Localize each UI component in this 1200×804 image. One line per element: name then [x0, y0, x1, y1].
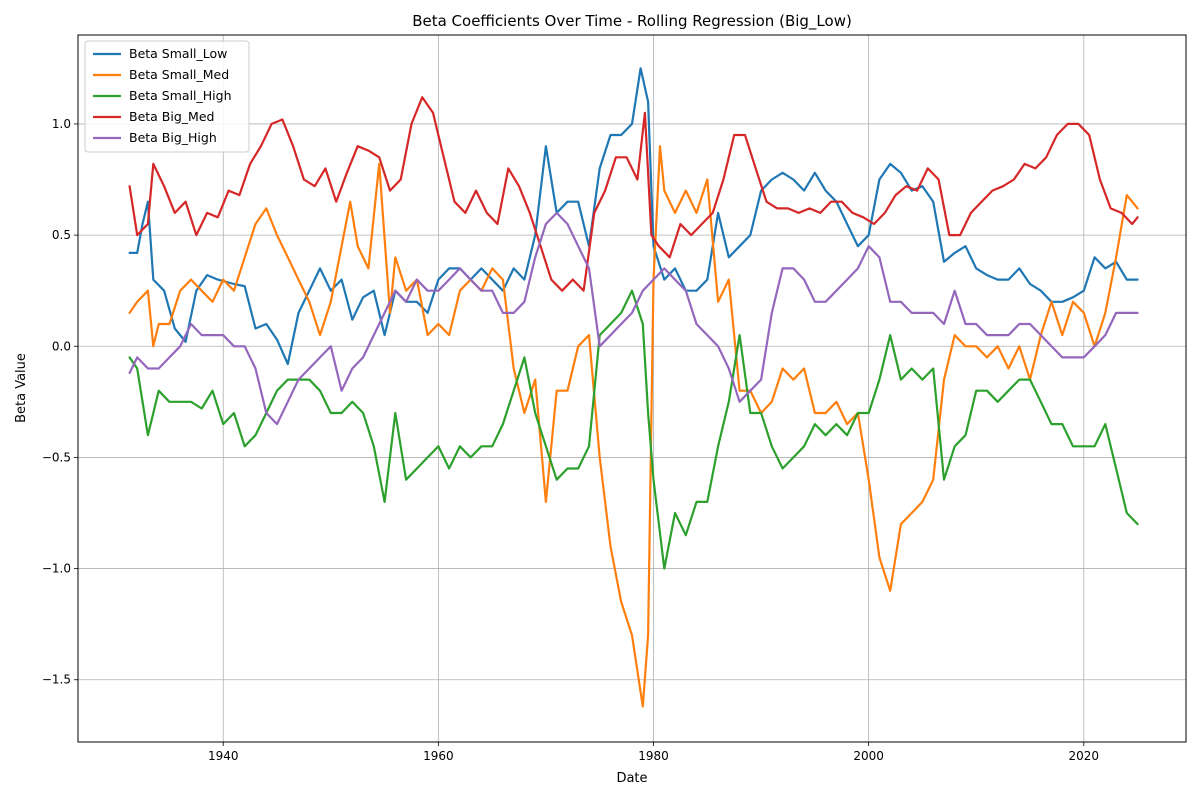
x-tick-label: 1940 [208, 749, 239, 763]
series-lines [128, 67, 1139, 708]
legend-label-beta-big-med: Beta Big_Med [129, 109, 214, 124]
legend-label-beta-small-med: Beta Small_Med [129, 67, 229, 82]
chart-title: Beta Coefficients Over Time - Rolling Re… [412, 12, 852, 31]
plot-frame [77, 34, 1187, 743]
series-line-beta-small-low [128, 67, 1139, 366]
x-tick-label: 1960 [423, 749, 454, 763]
axis-ticks: 1940 1960 1980 2000 2020 −1.5 −1.0 −0.5 0.0 0.5 1.… [42, 117, 1099, 763]
legend-box [84, 40, 250, 153]
series-line-beta-small-high [128, 289, 1139, 570]
y-tick-label: 0.5 [52, 228, 71, 242]
series-line-beta-big-high [128, 211, 1139, 426]
legend: Beta Small_Low Beta Small_Med Beta Small_H… [84, 40, 250, 153]
x-axis-label: Date [616, 771, 647, 786]
series-line-beta-small-med [128, 145, 1139, 708]
y-tick-label: 0.0 [52, 339, 71, 353]
y-tick-label: −1.0 [42, 562, 71, 576]
series-line-beta-big-med [128, 96, 1139, 292]
x-tick-label: 2000 [853, 749, 884, 763]
y-tick-label: −1.5 [42, 673, 71, 687]
x-tick-label: 1980 [638, 749, 669, 763]
legend-label-beta-small-low: Beta Small_Low [129, 46, 227, 61]
y-tick-label: 1.0 [52, 117, 71, 131]
legend-label-beta-small-high: Beta Small_High [129, 88, 232, 103]
y-axis-label: Beta Value [14, 353, 29, 423]
y-tick-label: −0.5 [42, 450, 71, 464]
legend-label-beta-big-high: Beta Big_High [129, 130, 217, 145]
x-tick-label: 2020 [1069, 749, 1100, 763]
